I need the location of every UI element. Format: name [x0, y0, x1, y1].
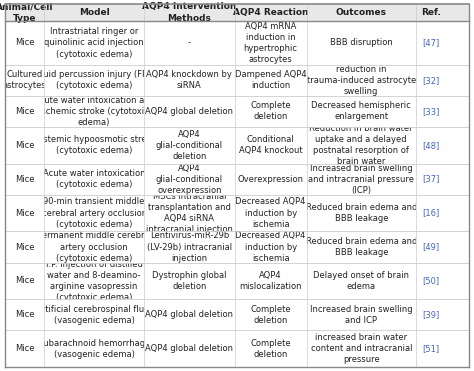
Bar: [5, 96, 469, 127]
Text: [50]: [50]: [422, 276, 439, 285]
Bar: [5, 232, 469, 263]
Text: AQP4 global deletion: AQP4 global deletion: [146, 344, 233, 353]
Text: Mice: Mice: [15, 311, 34, 319]
Text: Mice: Mice: [15, 209, 34, 217]
Text: [47]: [47]: [422, 39, 439, 47]
Text: Reduced brain edema and
BBB leakage: Reduced brain edema and BBB leakage: [306, 237, 417, 257]
Text: Complete
deletion: Complete deletion: [250, 101, 291, 121]
Text: AQP4 global deletion: AQP4 global deletion: [146, 107, 233, 116]
Text: increased brain water
content and intracranial
pressure: increased brain water content and intrac…: [310, 333, 412, 364]
Bar: [5, 331, 469, 367]
Bar: [5, 65, 469, 96]
Text: Mice: Mice: [15, 107, 34, 116]
Text: [16]: [16]: [422, 209, 439, 217]
Text: Decreased AQP4
induction by
ischemia: Decreased AQP4 induction by ischemia: [236, 232, 306, 263]
Text: [51]: [51]: [422, 344, 439, 353]
Text: Reduced brain edema and
BBB leakage: Reduced brain edema and BBB leakage: [306, 203, 417, 223]
Text: AQP4 Intervention
Methods: AQP4 Intervention Methods: [142, 3, 237, 23]
Text: AQP4 mRNA
induction in
hypertrophic
astrocytes: AQP4 mRNA induction in hypertrophic astr…: [244, 22, 298, 64]
Text: AQP4 Reaction: AQP4 Reaction: [233, 8, 309, 17]
Text: Mice: Mice: [15, 39, 34, 47]
Text: Subarachnoid hemorrhage
(vasogenic edema): Subarachnoid hemorrhage (vasogenic edema…: [38, 339, 150, 359]
Text: -: -: [188, 39, 191, 47]
Text: AQP4
glial-conditional
overexpression: AQP4 glial-conditional overexpression: [156, 164, 223, 195]
Text: Outcomes: Outcomes: [336, 8, 387, 17]
Text: Animal/Cell
Type: Animal/Cell Type: [0, 3, 53, 23]
Bar: [5, 127, 469, 164]
Text: Mice: Mice: [15, 141, 34, 150]
Text: Mice: Mice: [15, 276, 34, 285]
Text: [49]: [49]: [422, 243, 439, 252]
Text: Acute water intoxication and
ischemic stroke (cytotoxic
edema): Acute water intoxication and ischemic st…: [34, 96, 155, 127]
Text: Model: Model: [79, 8, 109, 17]
Text: Fluid percussion injury (FPI)
(cytotoxic edema): Fluid percussion injury (FPI) (cytotoxic…: [36, 70, 153, 90]
Text: Dystrophin global
deletion: Dystrophin global deletion: [152, 271, 227, 291]
Text: Ref.: Ref.: [421, 8, 441, 17]
Text: Lentivirus-miR-29b
(LV-29b) intracranial
injection: Lentivirus-miR-29b (LV-29b) intracranial…: [147, 232, 232, 263]
Text: Overexpression: Overexpression: [237, 175, 304, 184]
Text: Systemic hypoosmotic stress
(cytotoxic edema): Systemic hypoosmotic stress (cytotoxic e…: [33, 135, 155, 155]
Text: [39]: [39]: [422, 311, 439, 319]
Text: AQP4 knockdown by
siRNA: AQP4 knockdown by siRNA: [146, 70, 232, 90]
Text: AQP4
glial-conditional
deletion: AQP4 glial-conditional deletion: [156, 129, 223, 161]
Text: Conditional
AQP4 knockout: Conditional AQP4 knockout: [239, 135, 302, 155]
Text: Intrastriatal ringer or
quinolinic acid injection
(cytotoxic edema): Intrastriatal ringer or quinolinic acid …: [45, 27, 144, 59]
Text: AQP4
mislocalization: AQP4 mislocalization: [239, 271, 302, 291]
Text: Cultured
astrocytes: Cultured astrocytes: [3, 70, 46, 90]
Bar: [5, 299, 469, 331]
Text: [33]: [33]: [422, 107, 439, 116]
Text: Mice: Mice: [15, 243, 34, 252]
Text: MSCs intracranial
transplantation and
AQP4 siRNA
intracranial injection: MSCs intracranial transplantation and AQ…: [146, 192, 233, 234]
Text: reduction in
trauma-induced astrocyte
swelling: reduction in trauma-induced astrocyte sw…: [307, 65, 416, 96]
Text: AQP4 global deletion: AQP4 global deletion: [146, 311, 233, 319]
Text: Acute water intoxication
(cytotoxic edema): Acute water intoxication (cytotoxic edem…: [43, 169, 146, 189]
Bar: [5, 195, 469, 232]
Text: I.P. injection of distilled
water and 8-deamino-
arginine vasopressin
(cytotoxic: I.P. injection of distilled water and 8-…: [46, 260, 143, 302]
Text: Dampened AQP4
induction: Dampened AQP4 induction: [235, 70, 307, 90]
Text: Mice: Mice: [15, 175, 34, 184]
Bar: [5, 4, 469, 21]
Bar: [5, 164, 469, 195]
Text: Permanent middle cerebral
artery occlusion
(cytotoxic edema): Permanent middle cerebral artery occlusi…: [36, 232, 152, 263]
Text: [48]: [48]: [422, 141, 439, 150]
Text: 90-min transient middle
cerebral artery occlusion
(cytotoxic edema): 90-min transient middle cerebral artery …: [42, 197, 147, 229]
Text: Mice: Mice: [15, 344, 34, 353]
Text: Increased brain swelling
and ICP: Increased brain swelling and ICP: [310, 305, 412, 325]
Bar: [5, 263, 469, 299]
Text: Delayed onset of brain
edema: Delayed onset of brain edema: [313, 271, 409, 291]
Text: Complete
deletion: Complete deletion: [250, 305, 291, 325]
Text: Reduction in brain water
uptake and a delayed
postnatal resorption of
brain wate: Reduction in brain water uptake and a de…: [310, 124, 413, 166]
Text: [32]: [32]: [422, 76, 439, 85]
Text: Artificial cerebrospinal fluid
(vasogenic edema): Artificial cerebrospinal fluid (vasogeni…: [36, 305, 152, 325]
Bar: [5, 21, 469, 65]
Text: [37]: [37]: [422, 175, 439, 184]
Text: Decreased AQP4
induction by
ischemia: Decreased AQP4 induction by ischemia: [236, 197, 306, 229]
Text: Decreased hemispheric
enlargement: Decreased hemispheric enlargement: [311, 101, 411, 121]
Text: BBB disruption: BBB disruption: [330, 39, 392, 47]
Text: Increased brain swelling
and intracranial pressure
(ICP): Increased brain swelling and intracrania…: [308, 164, 414, 195]
Text: Complete
deletion: Complete deletion: [250, 339, 291, 359]
